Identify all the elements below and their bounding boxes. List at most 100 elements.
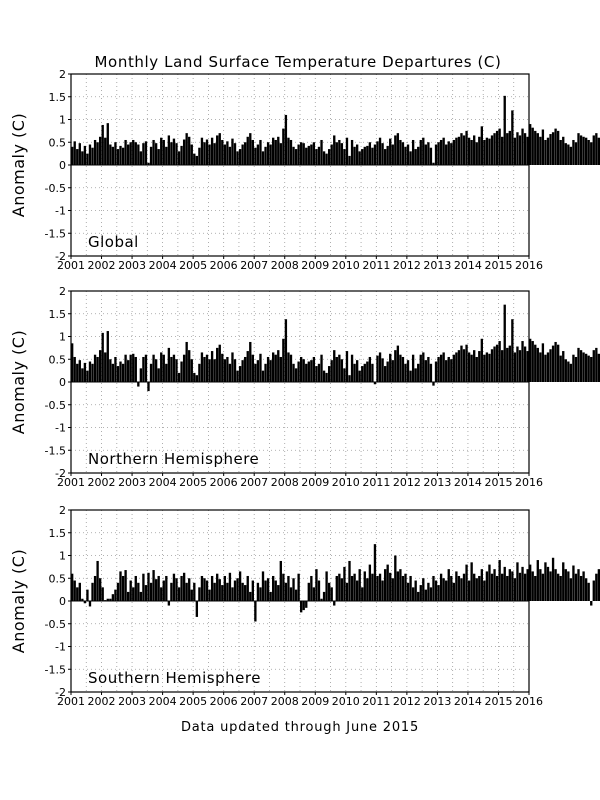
bar [373, 382, 377, 385]
y-axis-title: Anomaly (C) [9, 330, 28, 434]
bar [562, 136, 565, 165]
bar [389, 353, 392, 382]
bar [516, 562, 519, 601]
x-tick-label: 2002 [88, 695, 116, 708]
bar [244, 142, 247, 165]
bar [180, 361, 183, 382]
bar [236, 370, 239, 383]
bar [315, 569, 318, 601]
bar [544, 562, 547, 601]
bar [478, 136, 481, 165]
y-tick-label: -1 [55, 641, 66, 654]
bar [134, 142, 137, 165]
bar [534, 130, 537, 166]
bar [91, 363, 94, 382]
bar [172, 573, 176, 601]
bar [101, 332, 104, 382]
bar [340, 143, 344, 165]
bar [116, 366, 120, 382]
bar [345, 351, 349, 382]
bar [170, 356, 173, 382]
bar [378, 352, 382, 382]
bar [172, 138, 176, 165]
bar [142, 573, 145, 601]
bar [111, 146, 115, 165]
bar [274, 580, 277, 601]
bar [427, 582, 430, 601]
bar [294, 589, 298, 602]
bar [231, 587, 234, 601]
bar [261, 571, 265, 601]
bar [137, 582, 140, 601]
bar [233, 580, 237, 601]
bar [162, 354, 165, 382]
bar [185, 582, 188, 601]
bar [455, 137, 458, 165]
bar [144, 141, 148, 165]
bar [216, 573, 219, 601]
x-tick-label: 2009 [301, 259, 329, 272]
bar [213, 143, 216, 165]
bar [501, 350, 504, 382]
bar [350, 575, 354, 601]
bar [521, 128, 524, 165]
x-tick-label: 2003 [118, 695, 146, 708]
bar [556, 573, 560, 601]
bar [470, 139, 473, 165]
bar [132, 353, 135, 382]
bar [282, 573, 285, 601]
bar [104, 352, 107, 382]
bar [203, 356, 206, 382]
bar [287, 137, 290, 165]
bar [414, 580, 417, 601]
bar [277, 585, 280, 601]
bar [442, 137, 445, 165]
bar [193, 153, 196, 166]
y-tick-label: -1.5 [45, 227, 66, 240]
bar [144, 585, 148, 601]
bar [439, 354, 443, 382]
bar [274, 354, 277, 382]
y-tick-label: 2 [59, 285, 66, 298]
bar [373, 144, 377, 165]
bar [152, 139, 155, 165]
bar [511, 110, 514, 165]
bar [218, 344, 221, 382]
panel-label: Southern Hemisphere [88, 669, 261, 687]
bar [529, 124, 532, 165]
bar [182, 354, 186, 382]
x-tick-label: 2004 [149, 695, 177, 708]
bar [485, 137, 489, 165]
bar [559, 139, 562, 165]
y-tick-label: 0 [59, 595, 66, 608]
bar [495, 575, 499, 601]
bar [386, 361, 389, 382]
bar [572, 139, 575, 165]
bar [363, 146, 366, 165]
bar [88, 144, 92, 165]
bar [300, 142, 303, 165]
y-tick-label: -2 [55, 250, 66, 263]
bar [429, 363, 433, 382]
bar [376, 355, 379, 382]
bar [587, 355, 590, 382]
bar [391, 578, 394, 601]
bar [129, 142, 132, 165]
bar [259, 353, 262, 382]
bar [109, 144, 112, 165]
bar [340, 359, 344, 382]
bar [366, 578, 369, 601]
bar [470, 354, 473, 382]
y-tick-label: -2 [55, 686, 66, 699]
bar [272, 137, 275, 165]
bar [478, 575, 481, 601]
bar [208, 589, 211, 602]
bar [442, 578, 445, 601]
bar [157, 575, 160, 601]
bar [406, 144, 410, 165]
bar [208, 359, 211, 382]
bar [106, 123, 109, 165]
bar [221, 353, 224, 382]
bar [498, 128, 501, 165]
bar [447, 569, 450, 601]
